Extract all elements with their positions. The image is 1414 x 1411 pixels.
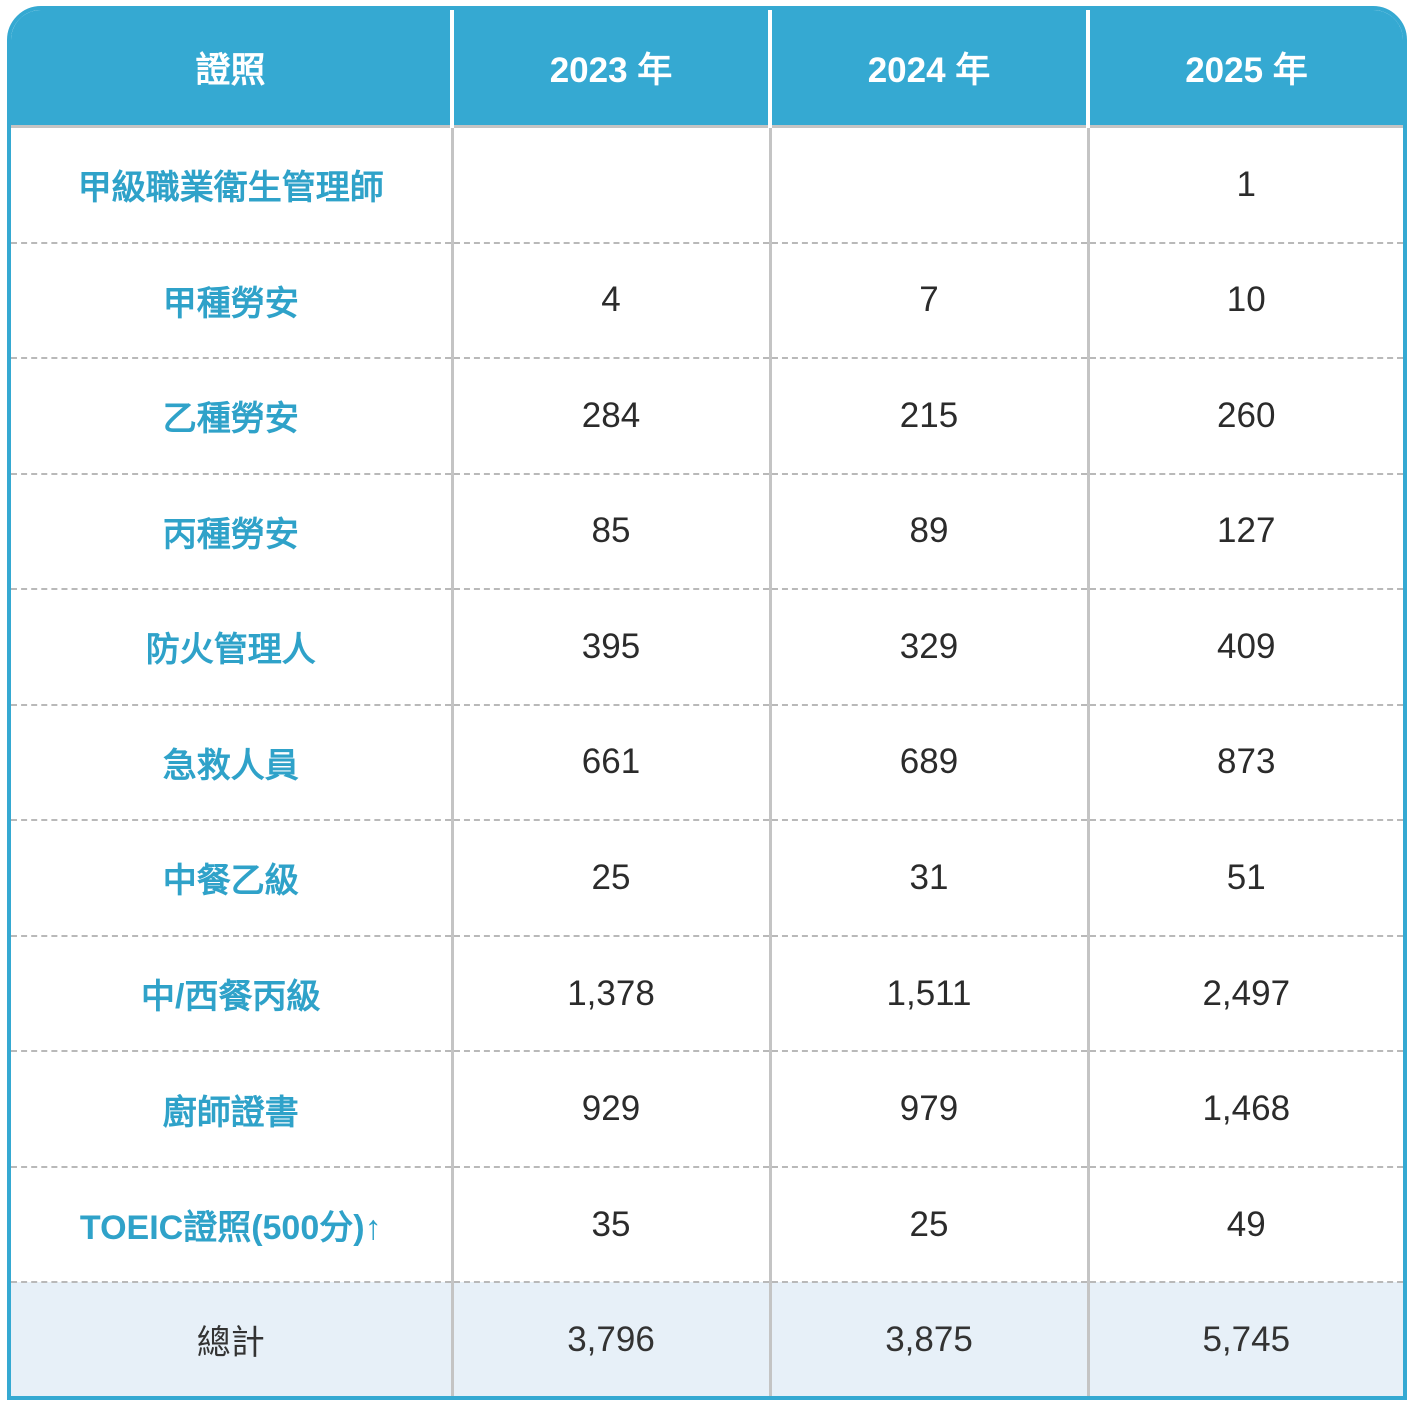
count-2024: 689: [768, 703, 1088, 821]
count-2025: 260: [1086, 357, 1403, 474]
table-row: 中餐乙級 25 31 51: [11, 819, 1403, 936]
count-2023: 35: [450, 1165, 770, 1283]
table-row: 丙種勞安 85 89 127: [11, 472, 1403, 590]
total-2024: 3,875: [768, 1281, 1088, 1396]
count-2024: [768, 126, 1088, 243]
count-2023: [450, 126, 770, 243]
count-2025: 49: [1086, 1165, 1403, 1283]
header-certificate: 證照: [11, 10, 452, 128]
certificate-name: TOEIC證照(500分)↑: [11, 1165, 452, 1283]
header-row: 證照 2023 年 2024 年 2025 年: [11, 10, 1403, 128]
count-2025: 2,497: [1086, 934, 1403, 1052]
count-2023: 25: [450, 819, 770, 936]
certificate-name: 中餐乙級: [11, 819, 452, 936]
table-row: 廚師證書 929 979 1,468: [11, 1050, 1403, 1167]
total-label: 總計: [11, 1281, 452, 1396]
count-2024: 31: [768, 819, 1088, 936]
certificate-name: 急救人員: [11, 703, 452, 821]
header-year-2025: 2025 年: [1086, 10, 1403, 128]
count-2024: 89: [768, 472, 1088, 590]
table-row: 甲級職業衛生管理師 1: [11, 126, 1403, 243]
count-2023: 395: [450, 588, 770, 705]
table-row: 中/西餐丙級 1,378 1,511 2,497: [11, 934, 1403, 1052]
count-2023: 929: [450, 1050, 770, 1167]
count-2025: 127: [1086, 472, 1403, 590]
certificate-name: 甲種勞安: [11, 241, 452, 359]
total-row: 總計 3,796 3,875 5,745: [11, 1281, 1403, 1396]
count-2025: 1,468: [1086, 1050, 1403, 1167]
count-2024: 979: [768, 1050, 1088, 1167]
count-2023: 284: [450, 357, 770, 474]
total-2025: 5,745: [1086, 1281, 1403, 1396]
count-2025: 10: [1086, 241, 1403, 359]
certification-table: 證照 2023 年 2024 年 2025 年 甲級職業衛生管理師 1 甲種勞安…: [11, 10, 1403, 1396]
certificate-name: 乙種勞安: [11, 357, 452, 474]
count-2023: 85: [450, 472, 770, 590]
certificate-name: 中/西餐丙級: [11, 934, 452, 1052]
count-2024: 25: [768, 1165, 1088, 1283]
count-2024: 7: [768, 241, 1088, 359]
count-2025: 51: [1086, 819, 1403, 936]
total-2023: 3,796: [450, 1281, 770, 1396]
count-2023: 4: [450, 241, 770, 359]
certificate-name: 廚師證書: [11, 1050, 452, 1167]
count-2024: 329: [768, 588, 1088, 705]
header-year-2024: 2024 年: [768, 10, 1088, 128]
count-2023: 1,378: [450, 934, 770, 1052]
count-2025: 1: [1086, 126, 1403, 243]
certificate-name: 防火管理人: [11, 588, 452, 705]
certificate-name: 甲級職業衛生管理師: [77, 169, 384, 208]
count-2024: 1,511: [768, 934, 1088, 1052]
table-row: 乙種勞安 284 215 260: [11, 357, 1403, 474]
table-row: 防火管理人 395 329 409: [11, 588, 1403, 705]
count-2025: 873: [1086, 703, 1403, 821]
count-2024: 215: [768, 357, 1088, 474]
table-row: 甲種勞安 4 7 10: [11, 241, 1403, 359]
certificate-name: 丙種勞安: [11, 472, 452, 590]
header-year-2023: 2023 年: [450, 10, 770, 128]
certification-table-container: 證照 2023 年 2024 年 2025 年 甲級職業衛生管理師 1 甲種勞安…: [7, 6, 1407, 1400]
count-2025: 409: [1086, 588, 1403, 705]
table-row: TOEIC證照(500分)↑ 35 25 49: [11, 1165, 1403, 1283]
table-row: 急救人員 661 689 873: [11, 703, 1403, 821]
count-2023: 661: [450, 703, 770, 821]
